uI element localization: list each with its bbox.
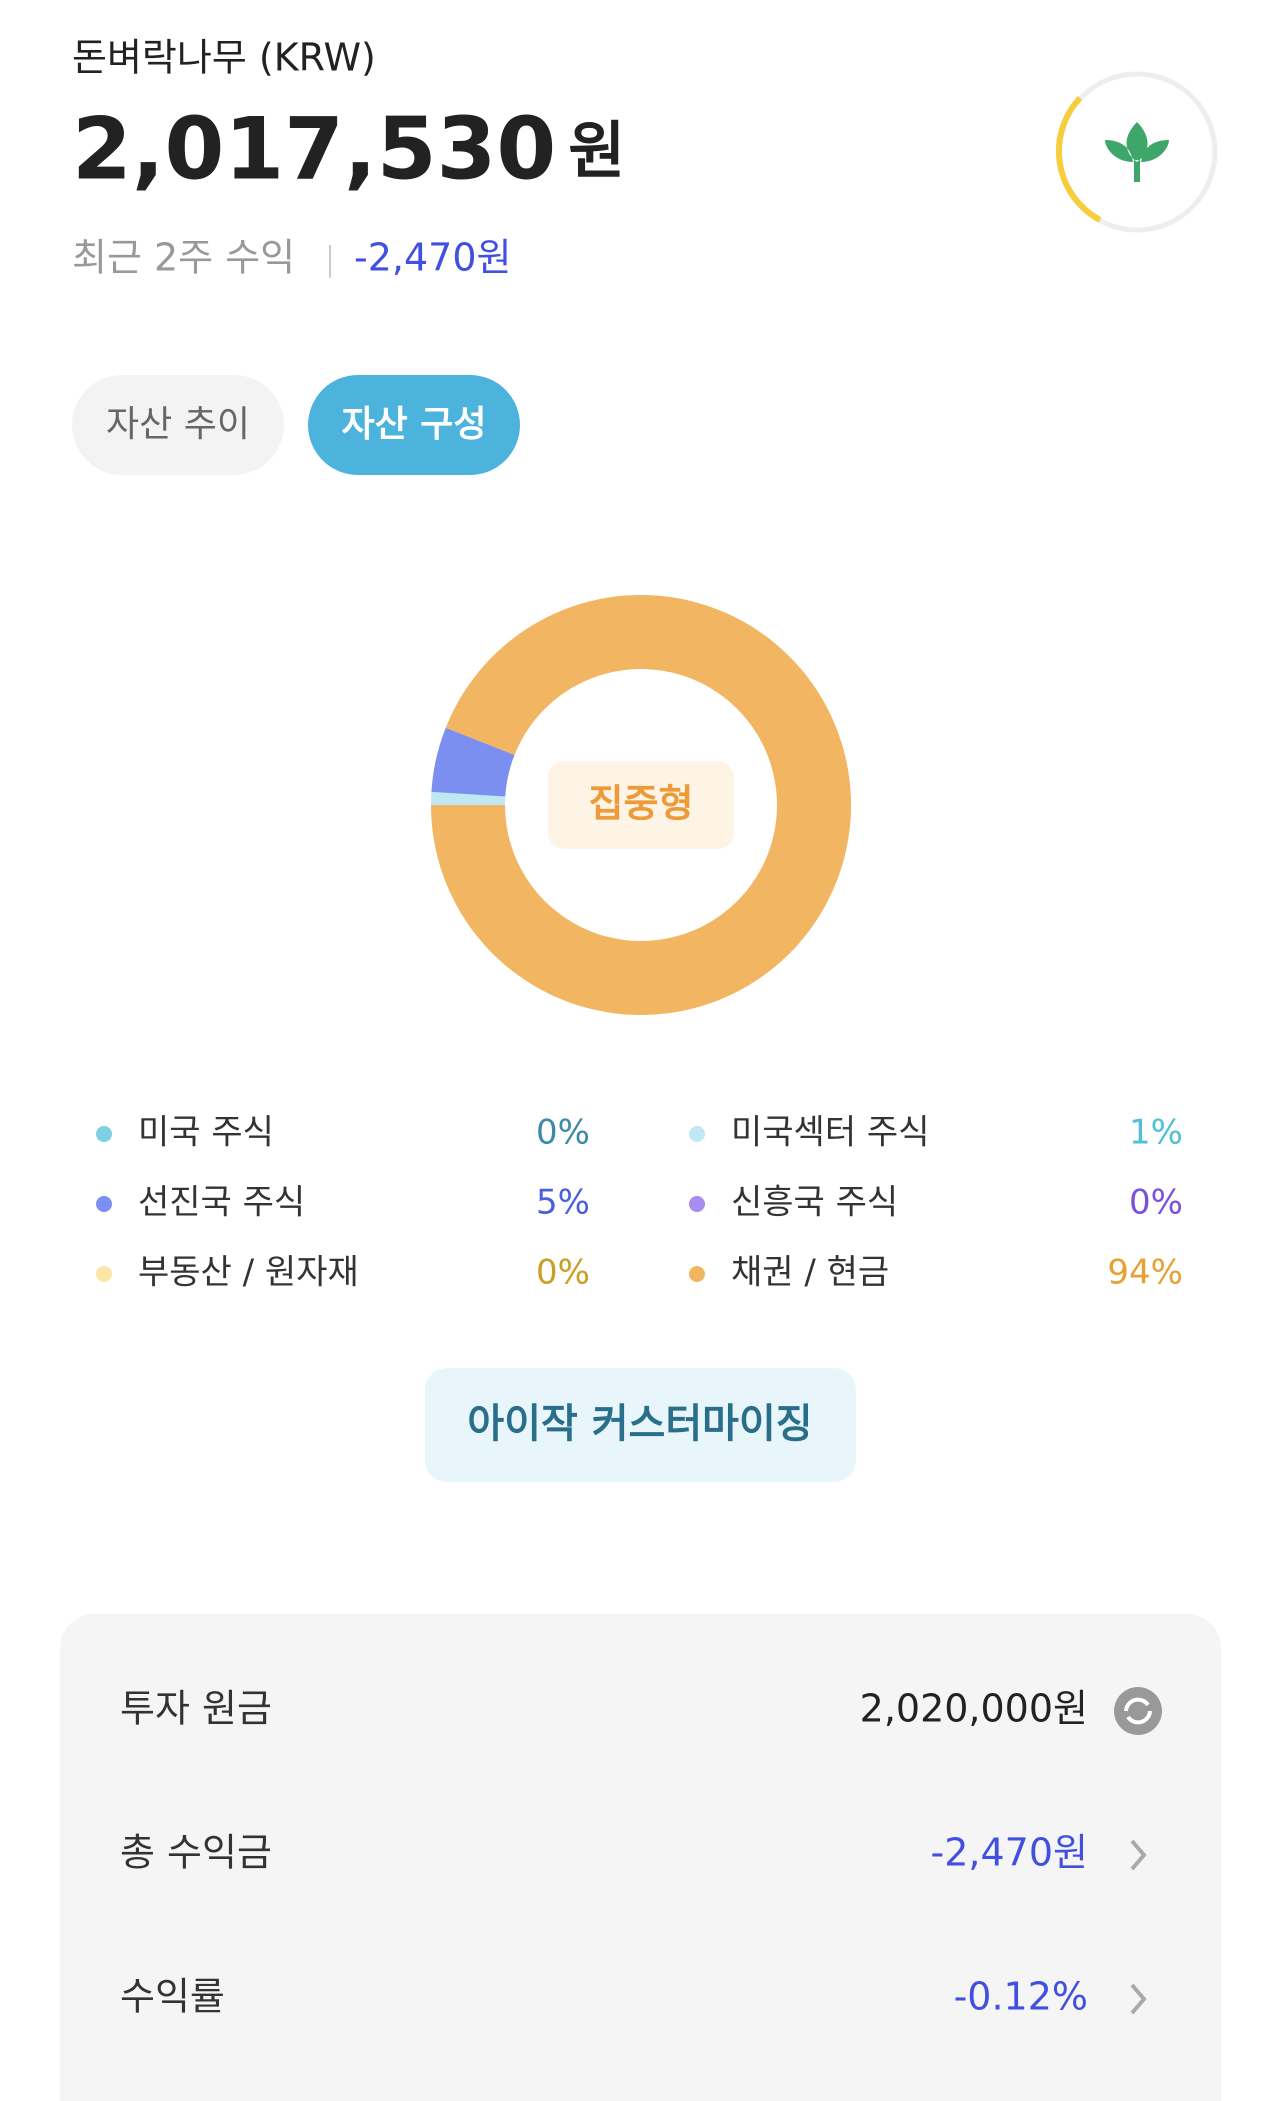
legend-value: 0% (536, 1253, 590, 1293)
refresh-arrow[interactable] (1124, 1697, 1152, 1725)
donut-segment (431, 727, 515, 797)
donut (431, 595, 852, 1016)
legend-value: 0% (536, 1113, 590, 1153)
legend-label: 미국 주식 (138, 1113, 274, 1153)
donut-segment (431, 595, 852, 1016)
legend-value: 1% (1129, 1113, 1183, 1153)
balance: 2,017,530 (72, 99, 556, 199)
legend-dot (96, 1196, 112, 1212)
legend-dot (689, 1126, 705, 1142)
summary-value: 2,020,000원 (860, 1687, 1088, 1731)
summary-label: 투자 원금 (120, 1687, 272, 1731)
legend-label: 부동산 / 원자재 (138, 1253, 359, 1293)
tab-label[interactable]: 자산 구성 (341, 404, 486, 445)
balance-unit: 원 (568, 114, 625, 187)
legend-value: 94% (1107, 1253, 1183, 1293)
level-icon[interactable] (1055, 71, 1218, 233)
recent-value: -2,470원 (354, 236, 511, 280)
summary-label: 총 수익금 (120, 1831, 272, 1875)
legend-dot (689, 1196, 705, 1212)
legend-label: 선진국 주식 (138, 1183, 305, 1223)
tab[interactable] (72, 375, 284, 475)
center-badge (548, 761, 734, 849)
legend-value: 0% (1129, 1183, 1183, 1223)
button-label[interactable]: 아이작 커스터마이징 (467, 1401, 812, 1447)
legend-value: 5% (536, 1183, 590, 1223)
leaf (1105, 122, 1169, 182)
recent-label: 최근 2주 수익 (72, 236, 295, 280)
legend: 미국 주식 0% 미국섹터 주식 1% 선진국 주식 5% 신흥국 주식 0% 부동산 / 원자… (96, 1113, 1183, 1293)
legend-label: 신흥국 주식 (731, 1183, 898, 1223)
legend-label: 미국섹터 주식 (731, 1113, 930, 1153)
account-name: 돈벼락나무 (KRW) (72, 36, 376, 80)
summary-value: -0.12% (954, 1975, 1088, 2019)
summary-value: -2,470원 (931, 1831, 1088, 1875)
legend-dot (689, 1266, 705, 1282)
tab-label[interactable]: 자산 추이 (106, 404, 250, 445)
donut-segment (431, 791, 506, 805)
chevron[interactable] (1130, 1983, 1147, 2015)
legend-dot (96, 1266, 112, 1282)
tab-active[interactable] (308, 375, 520, 475)
chevron[interactable] (1130, 1839, 1147, 1871)
refresh-icon[interactable] (1114, 1687, 1162, 1735)
ring-progress (1055, 95, 1102, 223)
center-label: 집중형 (589, 782, 694, 826)
summary-card (60, 1614, 1221, 2101)
legend-dot (96, 1126, 112, 1142)
customize-button[interactable] (425, 1368, 856, 1482)
legend-label: 채권 / 현금 (731, 1253, 889, 1293)
summary-label: 수익률 (120, 1975, 225, 2019)
